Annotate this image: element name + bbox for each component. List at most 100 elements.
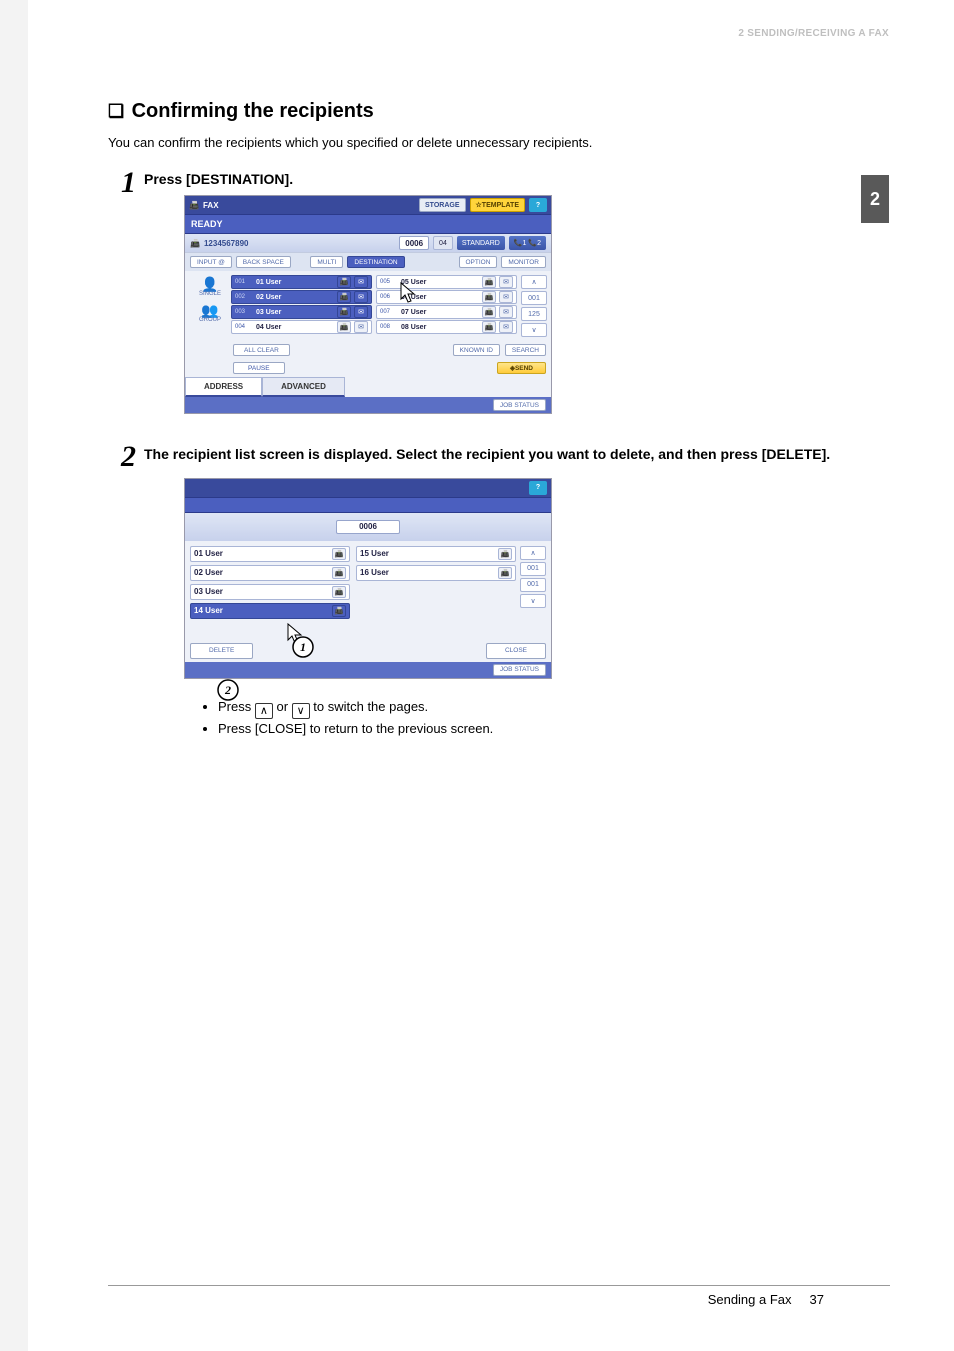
help-button[interactable]: ? — [529, 481, 547, 495]
fax-dest-icon[interactable]: 📠 — [337, 321, 351, 333]
row-name: 01 User — [194, 549, 329, 558]
fax-dest-icon[interactable]: 📠 — [337, 291, 351, 303]
search-button[interactable]: SEARCH — [505, 344, 546, 356]
template-button[interactable]: ☆TEMPLATE — [470, 198, 525, 212]
fax-dest-icon: 📠 — [332, 586, 346, 598]
page-down-button[interactable]: ∨ — [521, 323, 547, 337]
page-down-button[interactable]: ∨ — [520, 594, 546, 608]
address-tab[interactable]: ADDRESS — [185, 377, 262, 397]
fax-dest-icon[interactable]: 📠 — [482, 321, 496, 333]
info-bar: 📠 1234567890 0006 04 STANDARD 📞1 📞2 — [185, 234, 551, 252]
row-name: 02 User — [256, 294, 334, 301]
status-ready: READY — [185, 214, 551, 234]
page-total: 001 — [520, 578, 546, 592]
fax-icon: 📠 — [189, 201, 199, 210]
address-row[interactable]: 003 03 User 📠 ✉ — [231, 305, 372, 319]
mail-dest-icon[interactable]: ✉ — [354, 306, 368, 318]
address-row[interactable]: 004 04 User 📠 ✉ — [231, 320, 372, 334]
advanced-tab[interactable]: ADVANCED — [262, 377, 345, 397]
close-button[interactable]: CLOSE — [486, 643, 546, 659]
recipient-row-selected[interactable]: 14 User 📠 — [190, 603, 350, 619]
storage-button[interactable]: STORAGE — [419, 198, 466, 212]
page-indicator: 001 — [521, 291, 547, 305]
row-name: 02 User — [194, 568, 329, 577]
option-button[interactable]: OPTION — [459, 256, 498, 268]
recipient-row[interactable]: 15 User 📠 — [356, 546, 516, 562]
input-at-button[interactable]: INPUT @ — [190, 256, 232, 268]
destination-button[interactable]: DESTINATION — [347, 256, 404, 268]
step-1-number: 1 — [108, 168, 144, 198]
action-row: DELETE CLOSE — [185, 640, 551, 662]
group-label: GROUP — [199, 317, 221, 323]
page-up-button[interactable]: ∧ — [521, 275, 547, 289]
cursor-icon — [398, 281, 418, 305]
destination-screenshot: 📠 FAX STORAGE ☆TEMPLATE ? READY 📠 123456… — [184, 195, 552, 414]
step-1-title: Press [DESTINATION]. — [144, 171, 868, 187]
page-header: 2 SENDING/RECEIVING A FAX — [738, 28, 889, 39]
fax-dest-icon: 📠 — [332, 605, 346, 617]
address-row[interactable]: 007 07 User 📠 ✉ — [376, 305, 517, 319]
page-up-button[interactable]: ∧ — [520, 546, 546, 560]
fax-dest-icon[interactable]: 📠 — [482, 306, 496, 318]
single-button[interactable]: 👤 SINGLE — [199, 277, 221, 297]
row-index: 006 — [380, 294, 398, 300]
fax-dest-icon[interactable]: 📠 — [337, 276, 351, 288]
known-id-button[interactable]: KNOWN ID — [453, 344, 500, 356]
grid-lower-row: ALL CLEAR KNOWN ID SEARCH — [185, 341, 551, 359]
row-name: 16 User — [360, 568, 495, 577]
step-2-title: The recipient list screen is displayed. … — [144, 445, 868, 464]
help-button[interactable]: ? — [529, 198, 547, 212]
row-name: 01 User — [256, 279, 334, 286]
callout-2: 2 — [215, 677, 241, 703]
recipient-col-left: 01 User 📠 02 User 📠 03 User 📠 14 Us — [190, 546, 350, 619]
page-indicator: 001 — [520, 562, 546, 576]
address-row[interactable]: 008 08 User 📠 ✉ — [376, 320, 517, 334]
backspace-button[interactable]: BACK SPACE — [236, 256, 291, 268]
group-button[interactable]: 👥 GROUP — [199, 303, 221, 323]
recipient-row[interactable]: 03 User 📠 — [190, 584, 350, 600]
multi-button[interactable]: MULTI — [310, 256, 343, 268]
callout-1: 1 — [290, 634, 316, 660]
page-left-margin — [0, 0, 28, 1351]
mail-dest-icon[interactable]: ✉ — [499, 321, 513, 333]
footer-page-number: 37 — [810, 1292, 824, 1307]
resolution-standard[interactable]: STANDARD — [457, 236, 505, 250]
row-index: 002 — [235, 294, 253, 300]
delete-button[interactable]: DELETE — [190, 643, 253, 659]
recipient-col-right: 15 User 📠 16 User 📠 — [356, 546, 516, 619]
row-name: 14 User — [194, 606, 329, 615]
fax-dest-icon[interactable]: 📠 — [337, 306, 351, 318]
recipient-row[interactable]: 16 User 📠 — [356, 565, 516, 581]
address-row[interactable]: 001 01 User 📠 ✉ — [231, 275, 372, 289]
address-col-left: 001 01 User 📠 ✉ 002 02 User 📠 ✉ 00 — [231, 275, 372, 337]
recipient-row[interactable]: 02 User 📠 — [190, 565, 350, 581]
recipient-grid: 01 User 📠 02 User 📠 03 User 📠 14 Us — [185, 541, 551, 624]
section-title-text: Confirming the recipients — [132, 100, 374, 122]
monitor-button[interactable]: MONITOR — [501, 256, 546, 268]
mail-dest-icon[interactable]: ✉ — [354, 276, 368, 288]
recipient-row[interactable]: 01 User 📠 — [190, 546, 350, 562]
group-icon: 👥 — [199, 303, 221, 317]
row-index: 007 — [380, 309, 398, 315]
mail-dest-icon[interactable]: ✉ — [499, 291, 513, 303]
fax-dest-icon: 📠 — [332, 548, 346, 560]
send-button[interactable]: ◈ SEND — [497, 362, 546, 374]
job-status-button[interactable]: JOB STATUS — [493, 664, 546, 676]
all-clear-button[interactable]: ALL CLEAR — [233, 344, 290, 356]
mail-dest-icon[interactable]: ✉ — [499, 306, 513, 318]
mail-dest-icon[interactable]: ✉ — [354, 321, 368, 333]
mail-dest-icon[interactable]: ✉ — [499, 276, 513, 288]
pager: ∧ 001 125 ∨ — [521, 275, 547, 337]
row-name: 08 User — [401, 324, 479, 331]
line-toggle[interactable]: 📞1 📞2 — [509, 236, 546, 250]
pause-button[interactable]: PAUSE — [233, 362, 285, 374]
tip-2: Press [CLOSE] to return to the previous … — [218, 719, 868, 739]
address-row[interactable]: 002 02 User 📠 ✉ — [231, 290, 372, 304]
tips-list: Press ∧ or ∨ to switch the pages. Press … — [202, 697, 868, 740]
send-label: SEND — [515, 365, 533, 372]
row-name: 15 User — [360, 549, 495, 558]
fax-dest-icon[interactable]: 📠 — [482, 291, 496, 303]
job-status-button[interactable]: JOB STATUS — [493, 399, 546, 411]
mail-dest-icon[interactable]: ✉ — [354, 291, 368, 303]
fax-dest-icon[interactable]: 📠 — [482, 276, 496, 288]
